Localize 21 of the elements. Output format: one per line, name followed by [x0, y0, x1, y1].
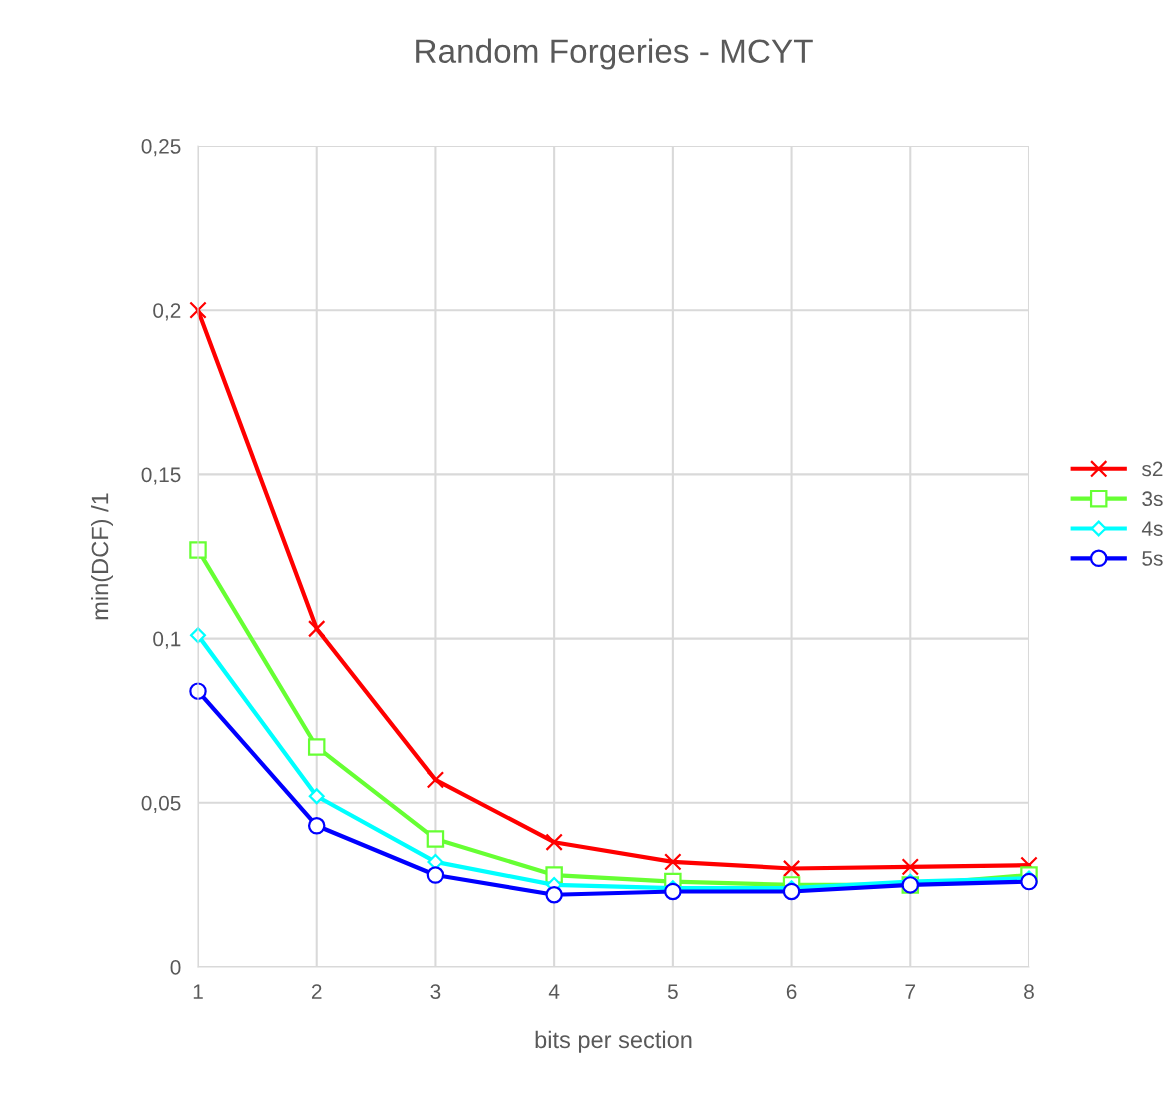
y-tick-label: 0,15 — [141, 467, 181, 485]
y-axis-title: min(DCF) /1 — [91, 493, 113, 620]
x-tick-label: 3 — [430, 984, 441, 999]
legend-label: 3s — [1142, 491, 1163, 507]
chart-title: Random Forgeries - MCYT — [416, 38, 813, 70]
legend-label: 5s — [1142, 551, 1163, 566]
x-tick-label: 8 — [1024, 984, 1034, 999]
x-tick-label: 6 — [786, 984, 797, 999]
y-tick-label: 0,25 — [141, 139, 181, 157]
y-tick-label: 0,2 — [153, 303, 181, 321]
x-axis-title: bits per section — [535, 1030, 692, 1053]
y-tick-label: 0,1 — [153, 631, 181, 649]
legend-label: 4s — [1141, 521, 1163, 536]
y-tick-label: 0,05 — [141, 795, 181, 814]
x-tick-label: 4 — [548, 984, 560, 999]
legend-label: s2 — [1142, 461, 1163, 477]
x-tick-label: 7 — [905, 984, 916, 999]
y-tick-label: 0 — [170, 960, 181, 975]
x-tick-label: 1 — [193, 984, 203, 999]
x-tick-label: 2 — [311, 984, 322, 999]
x-tick-label: 5 — [667, 984, 678, 999]
